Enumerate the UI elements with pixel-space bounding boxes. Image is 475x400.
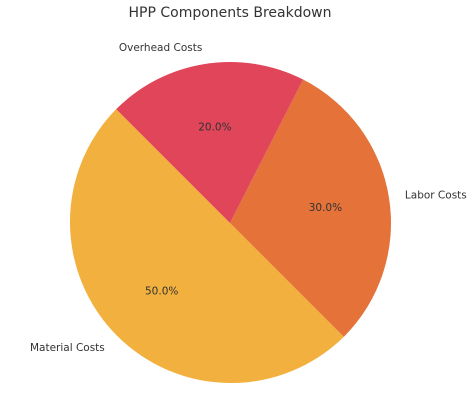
pie-slice-material-costs bbox=[69, 109, 344, 384]
slice-percent-labor-costs: 30.0% bbox=[309, 202, 342, 214]
slice-label-labor-costs: Labor Costs bbox=[405, 189, 467, 201]
slice-label-material-costs: Material Costs bbox=[30, 342, 105, 354]
slice-label-overhead-costs: Overhead Costs bbox=[119, 42, 202, 54]
pie-slice-labor-costs bbox=[230, 79, 391, 337]
pie-labels: Material Costs 50.0% Labor Costs 30.0% Overh… bbox=[30, 42, 467, 354]
pie-slice-overhead-costs bbox=[116, 62, 304, 223]
slice-percent-material-costs: 50.0% bbox=[145, 285, 178, 297]
slice-percent-overhead-costs: 20.0% bbox=[198, 122, 231, 134]
pie-slices bbox=[69, 62, 391, 384]
chart-title: HPP Components Breakdown bbox=[128, 5, 331, 21]
